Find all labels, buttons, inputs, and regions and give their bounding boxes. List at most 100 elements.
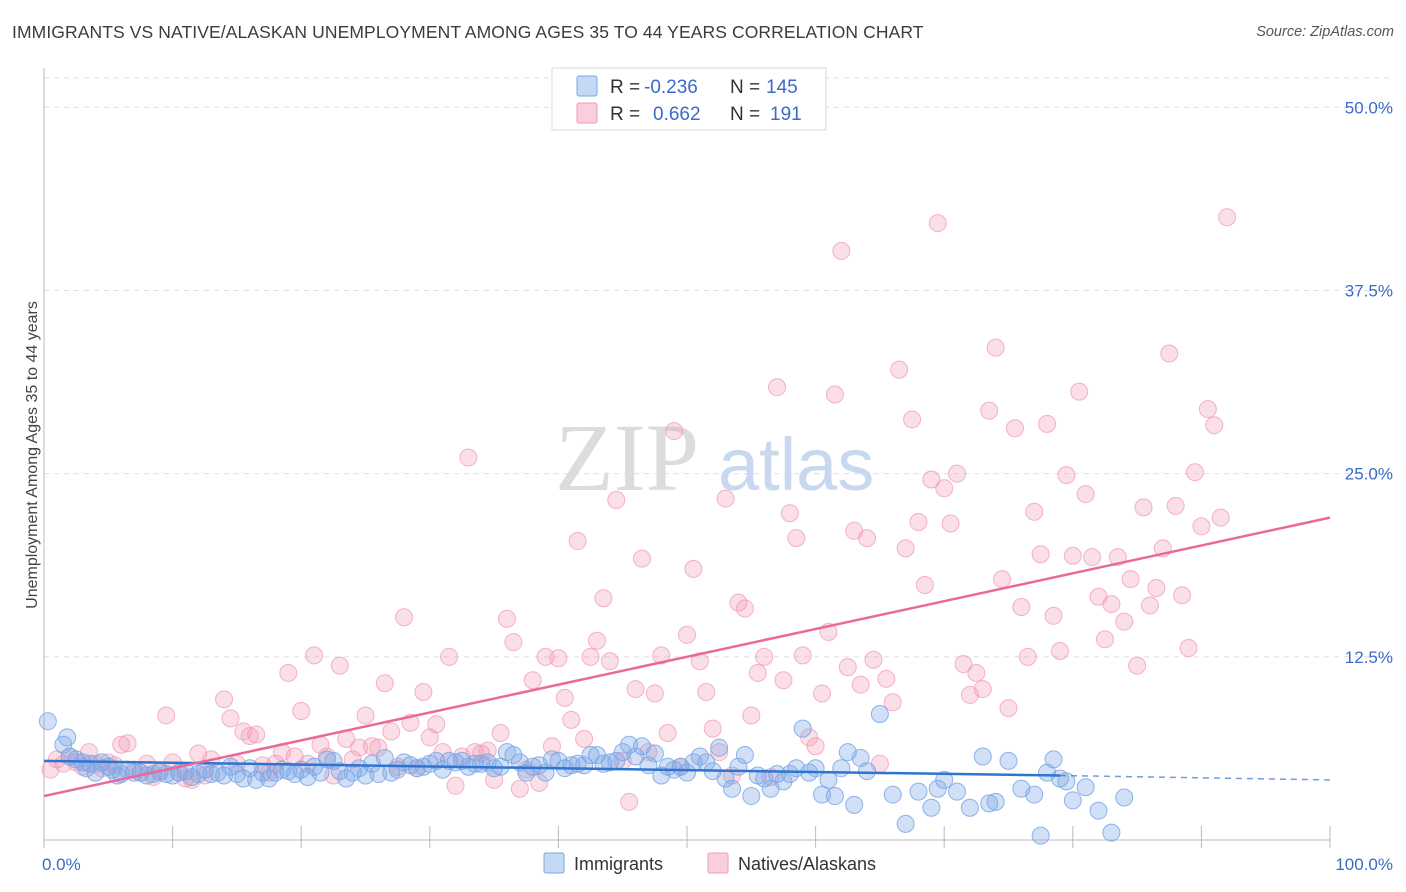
natives-point [922,470,941,489]
natives-point [986,338,1005,357]
natives-point [825,385,844,404]
natives-point [697,682,716,701]
natives-point [1218,208,1237,227]
natives-point [221,709,240,728]
natives-point [1147,578,1166,597]
immigrants-point [1102,823,1121,842]
natives-point [1038,414,1057,433]
immigrants-point [986,792,1005,811]
immigrants-point [832,759,851,778]
natives-point [375,674,394,693]
watermark-zip: ZIP [555,404,699,511]
natives-point [433,743,452,762]
immigrants-point [845,795,864,814]
natives-point [600,652,619,671]
natives-point [240,726,259,745]
natives-point [755,647,774,666]
x-tick-labels: 0.0% 100.0% [42,855,1393,874]
natives-point [356,706,375,725]
immigrants-point [806,759,825,778]
immigrants-point [626,747,645,766]
natives-point [1095,630,1114,649]
natives-point [555,688,574,707]
immigrants-point [620,735,639,754]
natives-point [716,489,735,508]
natives-point [915,576,934,595]
natives-point [632,549,651,568]
immigrants-point [980,794,999,813]
natives-point [1083,548,1102,567]
y-tick-label: 12.5% [1345,648,1393,667]
natives-point [652,646,671,665]
natives-point [1031,545,1050,564]
natives-point [1050,641,1069,660]
immigrants-point [1076,778,1095,797]
natives-point [1166,496,1185,515]
natives-point [864,650,883,669]
immigrants-point [948,782,967,801]
immigrants-point [504,746,523,765]
immigrants-point [793,719,812,738]
immigrants-point [234,769,253,788]
immigrants-point [825,787,844,806]
y-tick-label: 25.0% [1345,465,1393,484]
natives-point [343,750,362,769]
immigrants-point [735,746,754,765]
natives-point [1205,416,1224,435]
legend-r-label: R = [610,104,640,125]
natives-point [626,680,645,699]
natives-point [1057,466,1076,485]
natives-point [838,658,857,677]
source-label: Source: ZipAtlas.com [1256,24,1394,40]
x-tick-label: 0.0% [42,855,81,874]
immigrants-point [768,765,787,784]
natives-point [1179,639,1198,658]
natives-point [504,633,523,652]
natives-point [587,631,606,650]
natives-point [395,608,414,627]
immigrants-point [1031,826,1050,845]
natives-point [999,699,1018,718]
immigrants-point [202,765,221,784]
natives-point [858,529,877,548]
natives-point [678,625,696,644]
y-tick-labels: 12.5% 25.0% 37.5% 50.0% [1345,98,1393,667]
natives-point [813,684,832,703]
immigrants-point [1089,801,1108,820]
gridlines [44,77,1392,658]
natives-point [1185,463,1204,482]
natives-point [710,743,729,762]
natives-point [948,464,967,483]
natives-point [1115,612,1134,631]
natives-point [658,724,677,743]
legend-label-immigrants: Immigrants [574,854,663,874]
natives-point [1128,656,1147,675]
legend-top: R = -0.236 N = 145 R = 0.662 N = 191 [551,67,827,131]
immigrants-point [851,748,870,767]
immigrants-point [896,814,915,833]
natives-point [362,737,381,756]
immigrants-point [678,763,696,782]
immigrants-point [928,779,947,798]
natives-point [523,671,542,690]
natives-point [1192,517,1211,536]
natives-point [1063,546,1082,565]
immigrants-point [356,766,375,785]
immigrants-trend-extension [1059,774,1331,781]
natives-point [427,715,446,734]
watermark-atlas: atlas [718,423,874,506]
immigrants-point [645,744,664,763]
legend-n-value: 191 [770,104,802,125]
natives-point [800,728,819,747]
natives-point [575,729,594,748]
natives-point [420,728,439,747]
natives-point [414,682,433,701]
natives-point [157,706,176,725]
immigrants-point [935,770,954,789]
natives-point [735,599,754,618]
y-tick-label: 37.5% [1345,281,1393,300]
immigrants-point [600,753,619,772]
natives-point [568,532,587,551]
y-tick-label: 50.0% [1345,98,1393,117]
legend-r-value: -0.236 [644,77,698,98]
